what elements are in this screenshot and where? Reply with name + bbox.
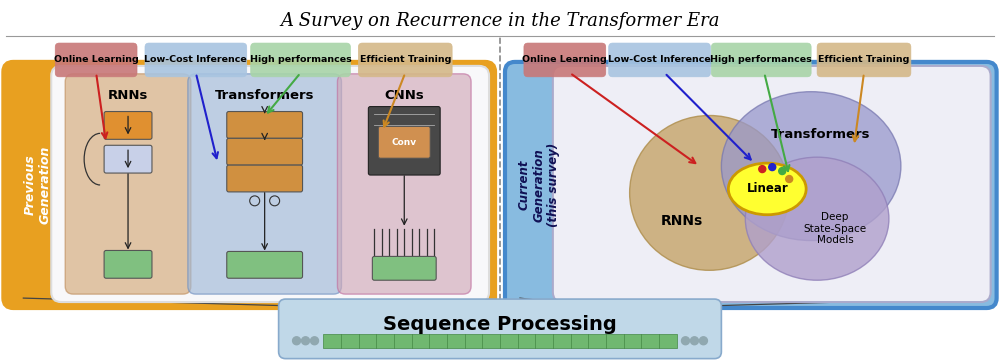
FancyBboxPatch shape bbox=[368, 106, 440, 175]
Text: Transformers: Transformers bbox=[771, 128, 871, 141]
Ellipse shape bbox=[728, 163, 806, 215]
FancyBboxPatch shape bbox=[227, 112, 303, 138]
Text: Efficient Training: Efficient Training bbox=[360, 56, 451, 64]
Circle shape bbox=[779, 168, 786, 175]
FancyBboxPatch shape bbox=[104, 145, 152, 173]
FancyBboxPatch shape bbox=[524, 43, 606, 77]
Text: Online Learning: Online Learning bbox=[54, 56, 138, 64]
Circle shape bbox=[786, 175, 793, 182]
Text: High performances: High performances bbox=[710, 56, 812, 64]
Text: Conv: Conv bbox=[392, 138, 417, 147]
Circle shape bbox=[311, 337, 319, 345]
Text: Low-Cost Inference: Low-Cost Inference bbox=[608, 56, 711, 64]
FancyBboxPatch shape bbox=[251, 43, 350, 77]
Text: Transformers: Transformers bbox=[215, 89, 314, 102]
FancyBboxPatch shape bbox=[337, 74, 471, 294]
FancyBboxPatch shape bbox=[372, 256, 436, 280]
FancyBboxPatch shape bbox=[279, 299, 721, 358]
FancyBboxPatch shape bbox=[188, 74, 341, 294]
FancyBboxPatch shape bbox=[55, 43, 137, 77]
Text: Deep
State-Space
Models: Deep State-Space Models bbox=[804, 212, 867, 245]
Text: Linear: Linear bbox=[746, 182, 788, 195]
Text: RNNs: RNNs bbox=[108, 89, 148, 102]
FancyBboxPatch shape bbox=[711, 43, 811, 77]
FancyBboxPatch shape bbox=[323, 334, 677, 348]
Text: A Survey on Recurrence in the Transformer Era: A Survey on Recurrence in the Transforme… bbox=[280, 12, 720, 30]
FancyBboxPatch shape bbox=[358, 43, 452, 77]
Ellipse shape bbox=[721, 92, 901, 240]
Text: RNNs: RNNs bbox=[660, 214, 703, 228]
Circle shape bbox=[681, 337, 689, 345]
Circle shape bbox=[293, 337, 301, 345]
FancyBboxPatch shape bbox=[817, 43, 911, 77]
Circle shape bbox=[690, 337, 698, 345]
FancyBboxPatch shape bbox=[227, 138, 303, 165]
Ellipse shape bbox=[630, 116, 789, 270]
Text: High performances: High performances bbox=[250, 56, 351, 64]
FancyBboxPatch shape bbox=[378, 126, 430, 158]
FancyBboxPatch shape bbox=[227, 165, 303, 192]
FancyBboxPatch shape bbox=[65, 74, 191, 294]
FancyBboxPatch shape bbox=[104, 112, 152, 139]
FancyBboxPatch shape bbox=[553, 66, 991, 302]
Ellipse shape bbox=[745, 157, 889, 280]
Circle shape bbox=[699, 337, 707, 345]
FancyBboxPatch shape bbox=[51, 66, 489, 302]
Text: Low-Cost Inference: Low-Cost Inference bbox=[144, 56, 247, 64]
Text: Efficient Training: Efficient Training bbox=[818, 56, 910, 64]
Text: Previous
Generation: Previous Generation bbox=[23, 146, 51, 224]
Text: Sequence Processing: Sequence Processing bbox=[383, 316, 617, 334]
Circle shape bbox=[769, 164, 776, 171]
FancyBboxPatch shape bbox=[505, 62, 997, 308]
Text: Online Learning: Online Learning bbox=[522, 56, 607, 64]
FancyBboxPatch shape bbox=[3, 62, 495, 308]
Circle shape bbox=[759, 166, 766, 173]
FancyBboxPatch shape bbox=[145, 43, 247, 77]
Text: CNNs: CNNs bbox=[384, 89, 424, 102]
FancyBboxPatch shape bbox=[227, 252, 303, 278]
Text: Current
Generation
(this survey): Current Generation (this survey) bbox=[517, 143, 560, 227]
FancyBboxPatch shape bbox=[609, 43, 710, 77]
Circle shape bbox=[302, 337, 310, 345]
FancyBboxPatch shape bbox=[104, 251, 152, 278]
